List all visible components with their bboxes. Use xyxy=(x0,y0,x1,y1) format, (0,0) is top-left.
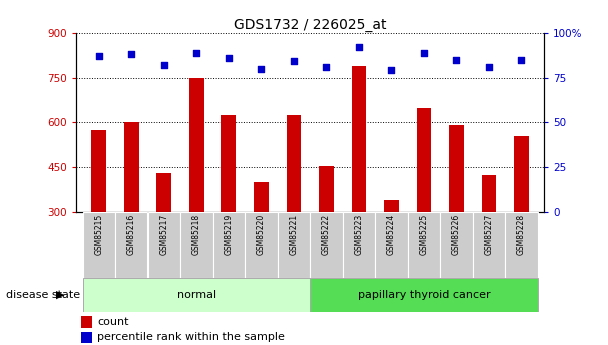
Bar xyxy=(83,278,310,312)
Bar xyxy=(286,115,301,212)
Text: GSM85224: GSM85224 xyxy=(387,214,396,255)
Bar xyxy=(221,115,236,212)
Point xyxy=(224,55,233,61)
Text: GSM85226: GSM85226 xyxy=(452,214,461,255)
Bar xyxy=(278,212,310,278)
Point xyxy=(517,57,527,62)
Text: GSM85216: GSM85216 xyxy=(127,214,136,255)
Bar xyxy=(343,212,375,278)
Text: GSM85227: GSM85227 xyxy=(485,214,493,255)
Text: GSM85222: GSM85222 xyxy=(322,214,331,255)
Point xyxy=(354,45,364,50)
Text: GSM85219: GSM85219 xyxy=(224,214,233,255)
Text: normal: normal xyxy=(177,290,216,300)
Text: GSM85217: GSM85217 xyxy=(159,214,168,255)
Point xyxy=(322,64,331,70)
Bar xyxy=(189,78,204,212)
Point xyxy=(419,50,429,55)
Bar xyxy=(81,332,92,343)
Text: GSM85228: GSM85228 xyxy=(517,214,526,255)
Bar xyxy=(83,212,115,278)
Text: disease state: disease state xyxy=(6,290,80,300)
Text: GSM85223: GSM85223 xyxy=(354,214,364,255)
Bar xyxy=(91,130,106,212)
Title: GDS1732 / 226025_at: GDS1732 / 226025_at xyxy=(234,18,386,32)
Bar xyxy=(310,278,537,312)
Bar xyxy=(156,173,171,212)
Text: count: count xyxy=(97,317,128,327)
Text: ▶: ▶ xyxy=(56,290,64,300)
Bar xyxy=(124,122,139,212)
Bar xyxy=(213,212,245,278)
Text: GSM85218: GSM85218 xyxy=(192,214,201,255)
Bar xyxy=(319,166,334,212)
Bar xyxy=(180,212,213,278)
Bar xyxy=(115,212,148,278)
Bar xyxy=(384,200,399,212)
Bar xyxy=(81,316,92,328)
Point xyxy=(289,59,299,64)
Point xyxy=(257,66,266,71)
Point xyxy=(126,51,136,57)
Text: GSM85215: GSM85215 xyxy=(94,214,103,255)
Bar xyxy=(416,108,431,212)
Bar xyxy=(254,182,269,212)
Point xyxy=(192,50,201,55)
Bar xyxy=(351,66,366,212)
Bar xyxy=(407,212,440,278)
Bar xyxy=(375,212,407,278)
Bar xyxy=(472,212,505,278)
Text: GSM85225: GSM85225 xyxy=(420,214,429,255)
Point xyxy=(452,57,461,62)
Point xyxy=(94,53,103,59)
Bar xyxy=(440,212,472,278)
Text: GSM85220: GSM85220 xyxy=(257,214,266,255)
Point xyxy=(159,62,168,68)
Bar xyxy=(505,212,537,278)
Text: percentile rank within the sample: percentile rank within the sample xyxy=(97,333,285,343)
Point xyxy=(387,68,396,73)
Text: GSM85221: GSM85221 xyxy=(289,214,299,255)
Bar xyxy=(482,175,496,212)
Bar xyxy=(310,212,342,278)
Bar xyxy=(245,212,277,278)
Bar xyxy=(514,136,529,212)
Bar xyxy=(449,126,464,212)
Point xyxy=(484,64,494,70)
Text: papillary thyroid cancer: papillary thyroid cancer xyxy=(358,290,490,300)
Bar xyxy=(148,212,180,278)
